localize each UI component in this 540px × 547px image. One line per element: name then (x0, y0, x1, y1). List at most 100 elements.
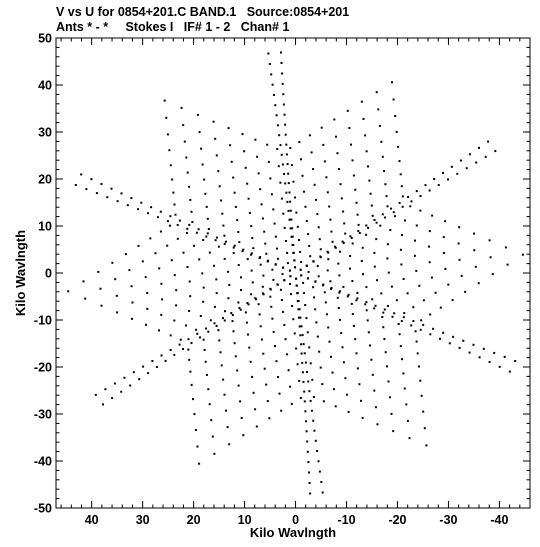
data-point (333, 388, 335, 391)
data-point (151, 360, 154, 362)
data-point (268, 63, 271, 65)
data-point (215, 278, 218, 281)
data-point (215, 236, 218, 239)
data-point (269, 287, 272, 290)
data-point (346, 109, 349, 112)
data-point (224, 310, 226, 313)
data-point (341, 346, 344, 349)
data-point (448, 342, 451, 345)
data-point (406, 419, 409, 422)
data-point (392, 430, 395, 433)
data-point (295, 211, 298, 214)
data-point (312, 168, 315, 170)
y-tick-label: 50 (38, 32, 52, 46)
data-point (322, 143, 325, 146)
data-point (350, 143, 352, 146)
data-point (298, 379, 301, 382)
data-point (228, 284, 231, 286)
data-point (223, 234, 226, 237)
data-point (292, 243, 295, 246)
data-point (272, 208, 275, 211)
data-point (241, 133, 244, 136)
data-point (169, 164, 172, 167)
chart-title: V vs U for 0854+201.C BAND.1 Source:0854… (56, 5, 350, 19)
data-point (217, 329, 220, 332)
y-tick-label: 30 (38, 126, 52, 140)
data-point (160, 354, 163, 357)
data-point (318, 350, 321, 353)
data-point (384, 183, 387, 186)
data-point (252, 247, 255, 250)
data-point (474, 265, 477, 268)
data-point (419, 195, 422, 197)
chart-subtitle: Ants * - * Stokes I IF# 1 - 2 Chan# 1 (56, 20, 290, 34)
data-point (246, 302, 249, 304)
data-point (456, 172, 459, 175)
data-point (335, 135, 337, 138)
data-point (403, 387, 406, 390)
data-point (267, 52, 270, 55)
data-point (279, 181, 282, 184)
data-point (506, 263, 509, 266)
data-point (231, 320, 234, 323)
data-point (386, 365, 388, 368)
data-point (303, 292, 305, 295)
data-point (303, 390, 306, 393)
data-point (384, 351, 387, 354)
data-point (378, 124, 381, 127)
data-point (82, 280, 85, 283)
data-point (129, 384, 132, 387)
data-point (317, 460, 320, 463)
data-point (296, 363, 299, 366)
data-point (321, 383, 324, 386)
data-point (234, 205, 237, 208)
x-tick-label: 20 (187, 513, 201, 527)
data-point (414, 239, 416, 242)
data-point (437, 184, 440, 186)
data-point (422, 410, 425, 413)
data-point (400, 185, 403, 188)
x-axis-label: Kilo Wavlngth (250, 525, 336, 540)
data-point (381, 155, 384, 158)
data-point (310, 409, 313, 412)
data-point (323, 291, 326, 294)
data-point (169, 215, 172, 218)
data-point (282, 93, 285, 96)
data-point (365, 150, 368, 153)
data-point (202, 300, 205, 303)
data-point (198, 131, 201, 134)
data-point (424, 184, 427, 187)
data-point (361, 416, 364, 419)
data-point (478, 356, 481, 359)
data-point (381, 213, 384, 216)
data-point (406, 292, 409, 295)
data-point (255, 298, 258, 301)
data-point (349, 235, 352, 238)
data-point (352, 174, 355, 177)
data-point (312, 286, 315, 289)
data-point (211, 435, 214, 438)
data-point (218, 339, 221, 342)
data-point (102, 403, 104, 406)
data-point (299, 397, 302, 399)
axis-tick-labels: 40 30 20 10 0 -10 -20 -30 -40 50 40 30 20 10 0 -10 -20 -3… (34, 32, 509, 528)
data-point (186, 266, 189, 268)
data-point (250, 225, 253, 228)
data-point (301, 174, 304, 177)
data-point (317, 226, 320, 229)
data-point (237, 301, 240, 304)
data-point (312, 396, 315, 398)
data-point (281, 82, 284, 85)
data-point (288, 191, 291, 194)
data-point (298, 141, 301, 144)
data-point (239, 400, 242, 403)
data-point (286, 251, 289, 254)
data-point (173, 274, 176, 277)
data-point (301, 361, 304, 364)
data-point (233, 244, 236, 247)
data-point (337, 307, 340, 309)
data-point (468, 153, 471, 156)
data-point (442, 171, 444, 174)
data-point (263, 230, 266, 233)
data-point (402, 278, 405, 280)
